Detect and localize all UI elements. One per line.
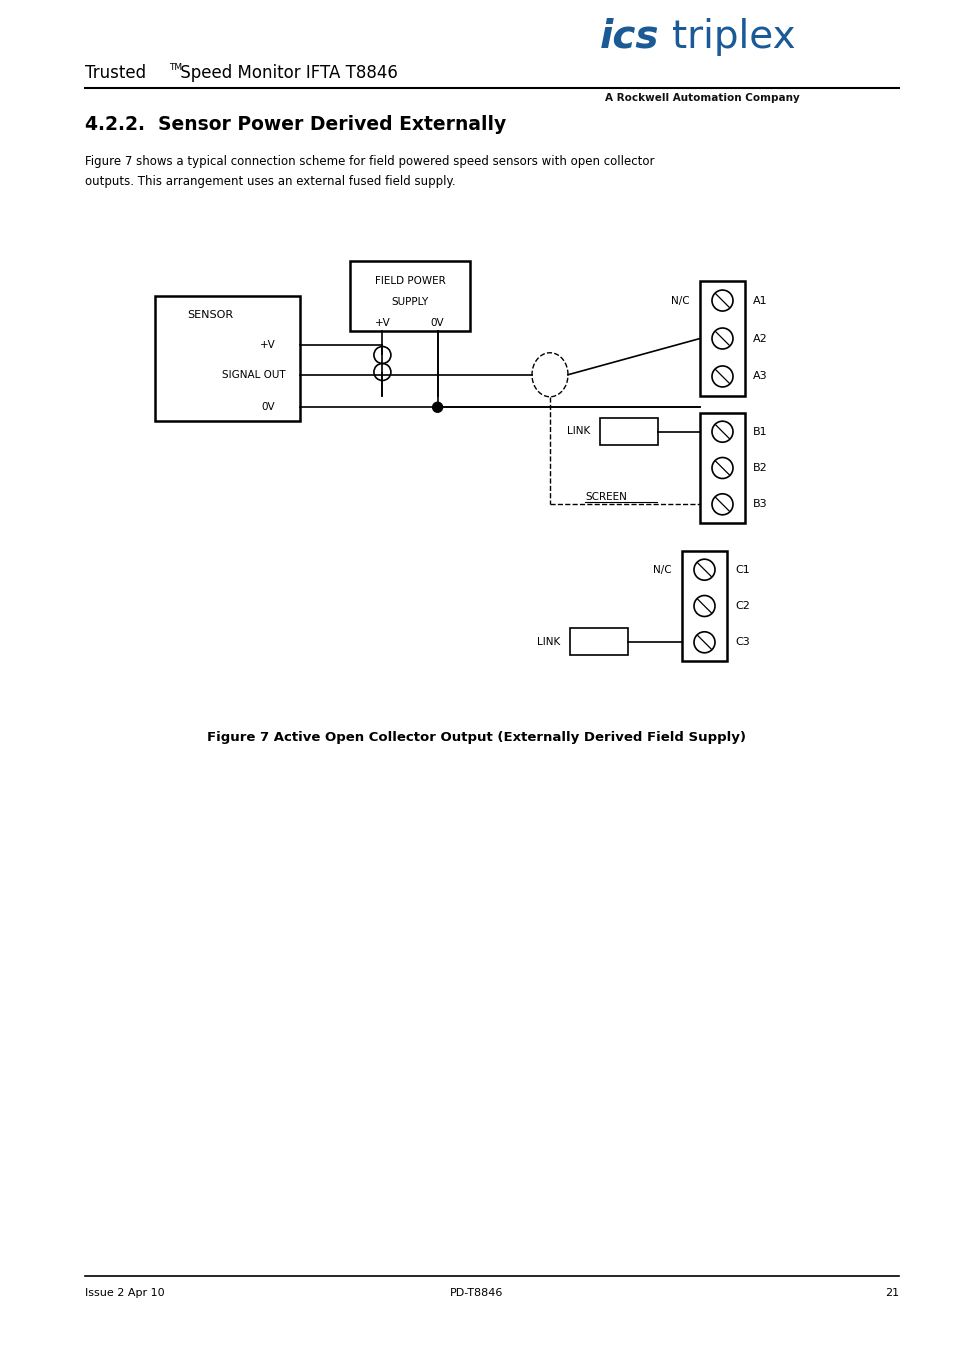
Bar	[154, 296, 299, 422]
Text: 0V: 0V	[431, 317, 444, 327]
Text: LINK: LINK	[566, 426, 589, 436]
Text: A2: A2	[752, 334, 767, 343]
Bar	[681, 551, 726, 661]
Bar	[599, 417, 658, 444]
Text: SIGNAL OUT: SIGNAL OUT	[221, 370, 285, 380]
Bar	[350, 261, 470, 331]
Text: B3: B3	[752, 500, 767, 509]
Text: FIELD POWER: FIELD POWER	[375, 276, 445, 285]
Text: A3: A3	[752, 372, 767, 381]
Text: A Rockwell Automation Company: A Rockwell Automation Company	[604, 93, 799, 103]
Text: 4.2.2.  Sensor Power Derived Externally: 4.2.2. Sensor Power Derived Externally	[85, 115, 506, 134]
Bar	[700, 413, 744, 523]
Text: Trusted: Trusted	[85, 63, 146, 82]
Text: LINK: LINK	[537, 636, 559, 647]
Text: PD-T8846: PD-T8846	[450, 1288, 503, 1298]
Text: A1: A1	[752, 296, 767, 305]
Text: B2: B2	[752, 463, 767, 473]
Bar	[700, 281, 744, 396]
Text: Speed Monitor IFTA T8846: Speed Monitor IFTA T8846	[174, 63, 397, 82]
Text: Figure 7 shows a typical connection scheme for field powered speed sensors with : Figure 7 shows a typical connection sche…	[85, 155, 654, 168]
Text: triplex: triplex	[671, 18, 795, 55]
Bar	[569, 628, 627, 655]
Text: Figure 7 Active Open Collector Output (Externally Derived Field Supply): Figure 7 Active Open Collector Output (E…	[208, 731, 745, 744]
Text: SCREEN: SCREEN	[584, 492, 626, 503]
Text: N/C: N/C	[671, 296, 689, 305]
Text: C3: C3	[734, 638, 749, 647]
Text: ics: ics	[599, 18, 659, 55]
Text: C1: C1	[734, 565, 749, 574]
Circle shape	[432, 403, 442, 412]
Text: +V: +V	[375, 317, 390, 327]
Text: SUPPLY: SUPPLY	[391, 297, 428, 307]
Text: TM: TM	[169, 63, 182, 72]
Text: 0V: 0V	[261, 403, 274, 412]
Text: N/C: N/C	[653, 565, 671, 574]
Text: outputs. This arrangement uses an external fused field supply.: outputs. This arrangement uses an extern…	[85, 176, 456, 188]
Text: SENSOR: SENSOR	[187, 309, 233, 320]
Text: C2: C2	[734, 601, 749, 611]
Text: 21: 21	[884, 1288, 898, 1298]
Text: Issue 2 Apr 10: Issue 2 Apr 10	[85, 1288, 165, 1298]
Text: +V: +V	[260, 339, 275, 350]
Text: B1: B1	[752, 427, 767, 436]
